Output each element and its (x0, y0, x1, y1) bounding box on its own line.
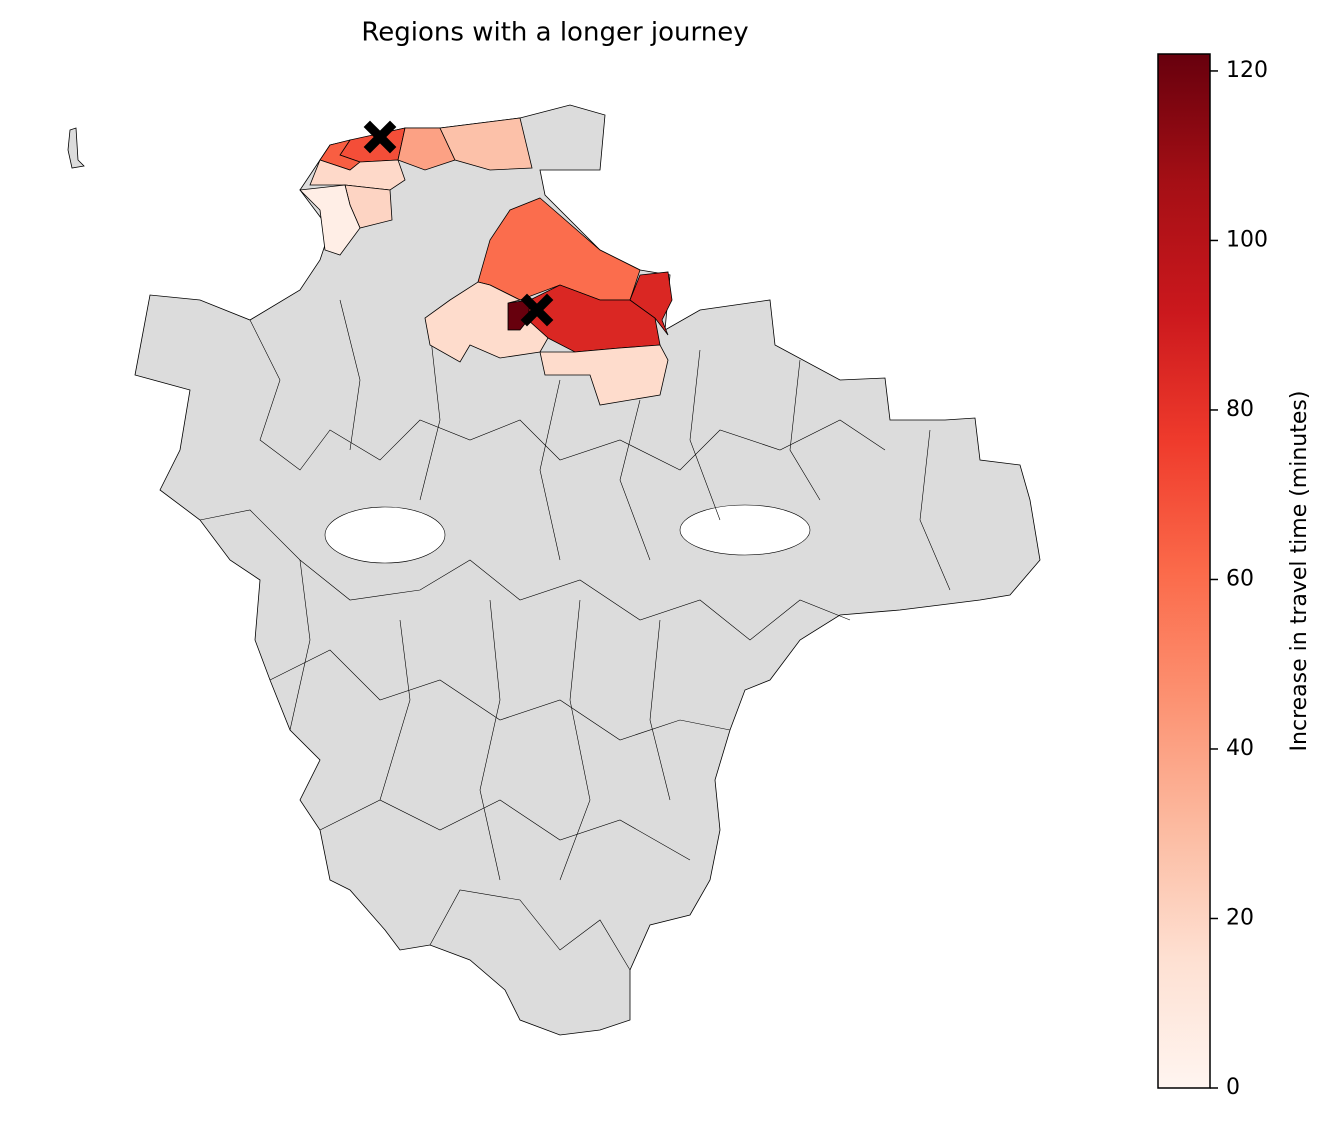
location-markers (363, 120, 554, 327)
region (629, 271, 673, 336)
colorbar-tick-label: 40 (1226, 736, 1254, 761)
region (439, 117, 533, 171)
regions (299, 117, 673, 406)
region (299, 184, 361, 256)
colorbar-tick-label: 60 (1226, 566, 1254, 591)
base-map (67, 104, 1041, 1036)
region (397, 127, 456, 171)
region (539, 344, 669, 406)
colorbar-tick-label: 120 (1226, 58, 1268, 83)
colorbar-tick-label: 100 (1226, 227, 1268, 252)
colorbar-tick-label: 20 (1226, 905, 1254, 930)
colorbar (1157, 53, 1211, 1089)
colorbar-tick-label: 0 (1226, 1075, 1240, 1100)
region (309, 159, 406, 191)
map-title: Regions with a longer journey (361, 18, 748, 48)
colorbar-tick-label: 80 (1226, 397, 1254, 422)
region (477, 197, 641, 301)
region (424, 281, 549, 363)
colorbar-label: Increase in travel time (minutes) (1287, 391, 1312, 752)
